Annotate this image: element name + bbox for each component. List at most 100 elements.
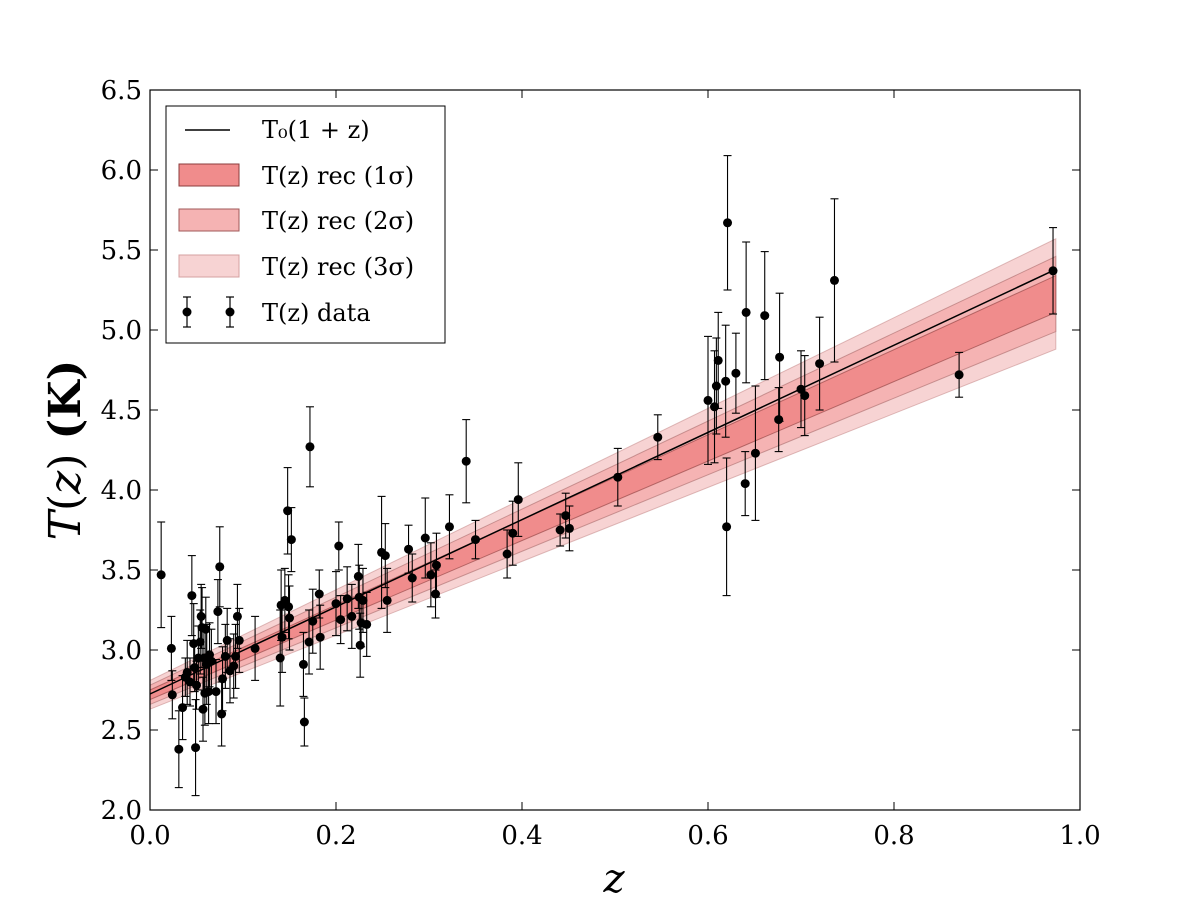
data-point <box>362 591 372 657</box>
data-point <box>167 670 177 720</box>
data-point <box>336 595 346 645</box>
data-marker <box>407 573 417 583</box>
data-point <box>234 607 244 673</box>
data-marker <box>774 415 784 425</box>
data-point <box>286 507 296 573</box>
data-marker <box>444 522 454 532</box>
data-marker <box>192 680 201 690</box>
data-marker <box>502 549 512 559</box>
data-point <box>731 332 741 414</box>
data-marker <box>232 611 242 621</box>
data-marker <box>229 661 239 671</box>
data-point <box>299 697 309 747</box>
x-axis-label: z <box>602 856 625 900</box>
data-point <box>331 571 341 637</box>
data-marker <box>231 651 241 661</box>
data-marker <box>431 589 441 599</box>
data-marker <box>286 535 296 545</box>
data-marker <box>234 635 244 645</box>
data-marker <box>195 637 205 647</box>
x-axis: 0.0 0.2 0.4 0.6 0.8 1.0 <box>129 90 1101 851</box>
data-marker <box>201 624 211 634</box>
data-point <box>426 542 436 608</box>
legend-swatch-2sigma <box>178 208 240 232</box>
data-point <box>407 553 417 603</box>
data-marker <box>362 619 372 629</box>
data-point <box>723 155 733 291</box>
data-marker <box>741 307 751 317</box>
data-marker <box>331 599 341 609</box>
data-marker <box>347 611 357 621</box>
legend: T₀(1 + z) T(z) rec (1σ) T(z) rec (2σ) T(… <box>165 105 446 344</box>
data-point <box>653 414 663 461</box>
x-tick-label: 0.8 <box>873 821 914 851</box>
data-marker <box>314 589 324 599</box>
legend-label-model: T₀(1 + z) <box>262 116 370 144</box>
data-marker <box>220 651 230 661</box>
data-marker <box>710 402 720 412</box>
data-marker <box>211 687 221 697</box>
data-marker <box>404 544 414 554</box>
data-marker <box>815 359 825 369</box>
legend-swatch-3sigma <box>178 254 240 278</box>
data-marker <box>190 663 200 673</box>
data-point <box>461 419 471 504</box>
legend-label-1sigma: T(z) rec (1σ) <box>262 162 414 190</box>
x-tick-label: 1.0 <box>1059 821 1100 851</box>
data-point <box>713 311 723 409</box>
y-tick-label: 3.5 <box>101 556 142 586</box>
data-point <box>1048 227 1058 315</box>
x-tick-label: 0.2 <box>315 821 356 851</box>
data-marker <box>315 632 325 642</box>
y-axis-label-T: T <box>40 507 91 540</box>
data-point <box>431 569 441 619</box>
data-marker <box>613 472 623 482</box>
data-marker <box>721 376 731 386</box>
x-tick-label: 0.4 <box>501 821 542 851</box>
data-marker <box>358 595 368 605</box>
data-point <box>703 335 713 465</box>
data-marker <box>461 456 471 466</box>
data-point <box>187 555 197 637</box>
y-tick-label: 4.5 <box>101 396 142 426</box>
y-tick-label: 6.0 <box>101 156 142 186</box>
data-point <box>774 387 784 453</box>
data-marker <box>298 659 308 669</box>
data-marker <box>250 643 260 653</box>
data-point <box>156 521 166 629</box>
data-point <box>285 585 294 651</box>
legend-data-marker <box>182 296 235 328</box>
data-point <box>760 251 770 381</box>
data-marker <box>420 533 430 543</box>
data-point <box>215 526 225 608</box>
plot-frame <box>149 89 1081 811</box>
data-point <box>815 316 825 411</box>
data-point <box>334 521 344 571</box>
data-point <box>166 615 176 681</box>
data-marker <box>711 381 721 391</box>
data-marker <box>284 602 294 612</box>
data-point <box>382 567 392 633</box>
x-tick-label: 0.0 <box>129 821 170 851</box>
data-point <box>722 457 732 597</box>
data-point <box>444 494 454 560</box>
data-marker <box>217 709 227 719</box>
data-marker <box>954 370 964 380</box>
bands-layer <box>149 237 1057 710</box>
model-line <box>149 268 1057 695</box>
data-point <box>420 497 430 579</box>
data-point <box>206 628 216 694</box>
data-point <box>358 567 368 633</box>
data-marker <box>775 352 785 362</box>
y-tick-label: 2.0 <box>101 796 142 826</box>
data-point <box>315 604 325 670</box>
data-point <box>740 451 750 517</box>
data-point <box>750 385 760 521</box>
y-axis-label-unit: (K) <box>40 360 91 440</box>
legend-swatch-1sigma <box>178 163 240 187</box>
data-marker <box>285 613 294 623</box>
data-marker <box>215 562 225 572</box>
data-marker <box>555 525 565 535</box>
data-marker <box>304 637 314 647</box>
